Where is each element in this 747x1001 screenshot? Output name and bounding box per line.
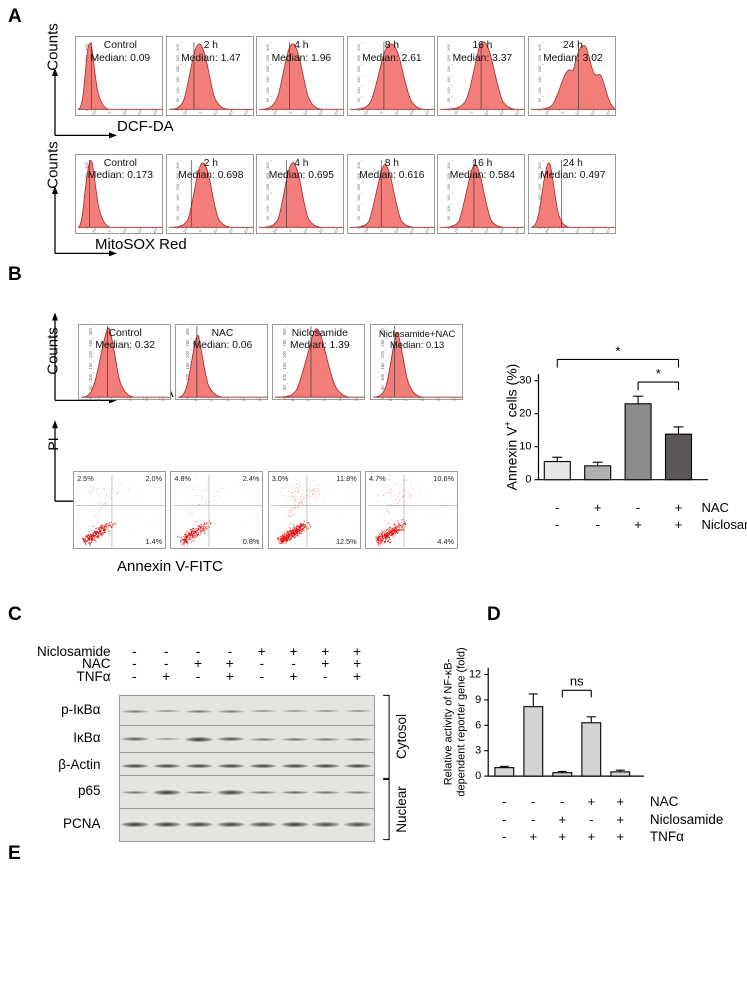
svg-text:200: 200 [185,350,190,358]
svg-text:12: 12 [469,668,481,680]
svg-text:0: 0 [403,398,409,401]
svg-text:9: 9 [475,694,481,706]
svg-text:104: 104 [239,396,248,401]
svg-text:104: 104 [142,396,151,401]
svg-text:300: 300 [379,328,384,336]
svg-text:20: 20 [519,408,531,420]
svg-text:0: 0 [525,474,531,486]
svg-text:300: 300 [185,328,190,336]
svg-text:*: * [656,366,661,381]
svg-text:200: 200 [282,350,287,358]
svg-text:105: 105 [450,396,459,401]
svg-text:150: 150 [379,362,384,370]
svg-text:250: 250 [185,339,190,347]
svg-text:250: 250 [87,339,92,347]
svg-text:0: 0 [111,398,117,401]
svg-text:6: 6 [475,719,481,731]
svg-text:10: 10 [519,441,531,453]
svg-text:104: 104 [433,396,442,401]
svg-text:105: 105 [158,396,167,401]
svg-text:150: 150 [185,362,190,370]
svg-text:30: 30 [519,375,531,387]
svg-text:200: 200 [87,350,92,358]
svg-text:300: 300 [282,328,287,336]
svg-text:100: 100 [282,373,287,381]
svg-text:0: 0 [475,770,481,782]
svg-text:150: 150 [87,362,92,370]
svg-text:100: 100 [87,373,92,381]
svg-text:250: 250 [282,339,287,347]
svg-text:3: 3 [475,745,481,757]
svg-text:*: * [615,343,620,358]
svg-text:0: 0 [306,398,312,401]
svg-text:50: 50 [282,385,287,390]
svg-text:300: 300 [87,328,92,336]
svg-text:105: 105 [255,396,264,401]
svg-text:100: 100 [379,373,384,381]
svg-text:250: 250 [379,339,384,347]
svg-text:ns: ns [570,673,584,688]
svg-text:105: 105 [352,396,361,401]
svg-text:103: 103 [223,396,232,401]
svg-text:200: 200 [379,350,384,358]
svg-text:50: 50 [379,385,384,390]
svg-text:0: 0 [209,398,215,401]
svg-text:150: 150 [282,362,287,370]
